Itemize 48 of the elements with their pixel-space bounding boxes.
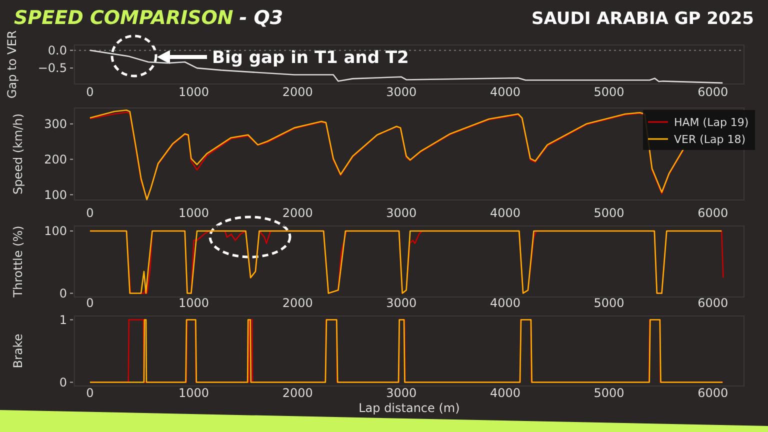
x-tick-label: 4000 <box>490 85 520 100</box>
x-tick-label: 1000 <box>178 85 210 100</box>
y-tick-label: 0.0 <box>48 44 67 58</box>
y-tick-label: 1 <box>59 312 67 327</box>
y-tick-label: 300 <box>44 117 67 132</box>
x-tick-label: 4000 <box>490 206 520 220</box>
y-tick-label: 100 <box>44 188 67 202</box>
x-tick-label: 6000 <box>698 386 728 400</box>
x-tick-label: 0 <box>86 206 94 220</box>
y-axis-title: Speed (km/h) <box>11 113 25 195</box>
x-tick-label: 6000 <box>698 206 728 220</box>
x-tick-label: 3000 <box>386 85 417 100</box>
x-tick-label: 3000 <box>386 296 417 310</box>
chart-title: SPEED COMPARISON <box>14 7 234 29</box>
text: SAUDI ARABIA GP 2025 <box>532 9 754 29</box>
x-tick-label: 4000 <box>490 296 520 310</box>
x-tick-label: 2000 <box>282 386 313 400</box>
legend-label: VER (Lap 18) <box>674 132 746 146</box>
x-tick-label: 2000 <box>282 85 313 100</box>
x-tick-label: 3000 <box>386 386 417 400</box>
y-axis-title: Gap to VER <box>5 30 19 99</box>
x-axis-title: Lap distance (m) <box>358 401 460 416</box>
y-tick-label: −0.5 <box>38 61 67 76</box>
x-tick-label: 5000 <box>594 296 624 310</box>
y-tick-label: 200 <box>44 152 67 167</box>
x-tick-label: 0 <box>86 296 94 310</box>
x-tick-label: 0 <box>86 85 94 100</box>
y-axis-title: Brake <box>11 334 25 368</box>
y-tick-label: 0 <box>59 286 67 300</box>
x-tick-label: 1000 <box>178 296 210 310</box>
chart-subtitle: - Q3 <box>239 7 284 29</box>
x-tick-label: 3000 <box>386 206 417 220</box>
x-tick-label: 5000 <box>594 206 624 220</box>
annotation: Big gap in T1 and T2 <box>212 48 409 68</box>
y-tick-label: 100 <box>44 224 67 238</box>
x-tick-label: 2000 <box>282 296 313 310</box>
x-tick-label: 5000 <box>594 386 624 400</box>
x-tick-label: 5000 <box>594 85 624 100</box>
x-tick-label: 6000 <box>698 85 728 100</box>
x-tick-label: 6000 <box>698 296 728 310</box>
x-tick-label: 1000 <box>178 206 210 220</box>
x-tick-label: 2000 <box>282 206 313 220</box>
y-tick-label: 0 <box>59 375 67 390</box>
legend-label: HAM (Lap 19) <box>674 116 749 129</box>
x-tick-label: 4000 <box>490 386 520 400</box>
x-tick-label: 0 <box>86 386 94 400</box>
y-axis-title: Throttle (%) <box>11 226 25 298</box>
x-tick-label: 1000 <box>178 386 210 400</box>
